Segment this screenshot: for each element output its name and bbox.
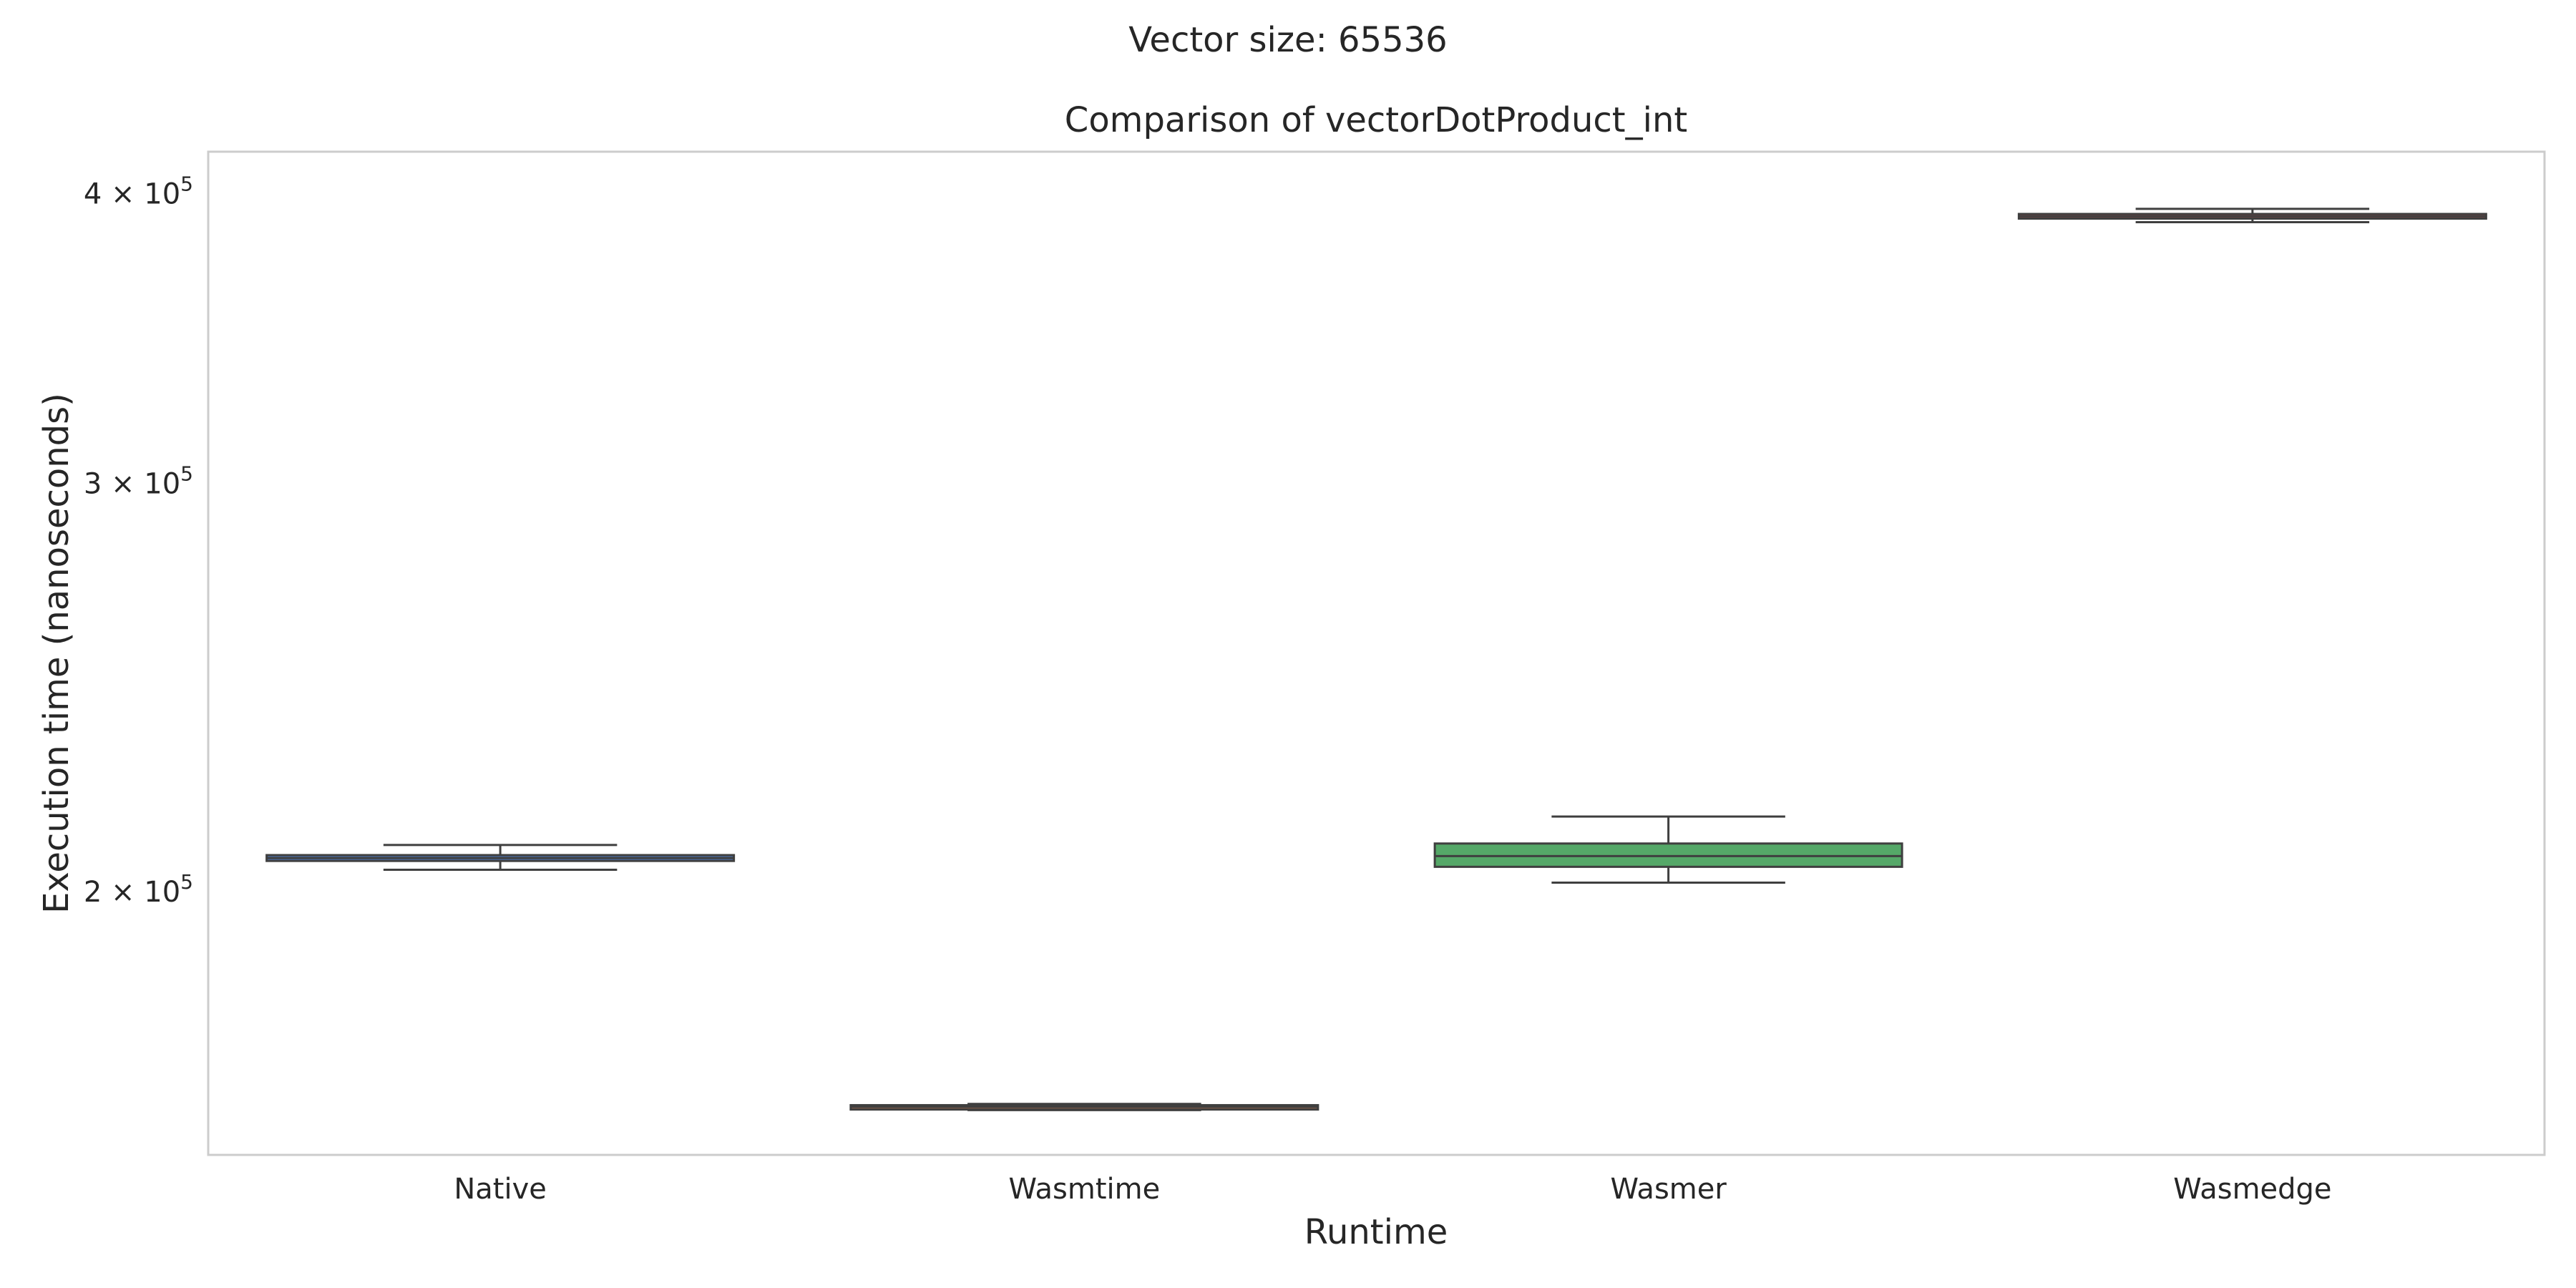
box-plots (265, 208, 2487, 1111)
x-tick-wasmtime: Wasmtime (1009, 1173, 1161, 1206)
chart-title: Comparison of vectorDotProduct_int (1065, 100, 1687, 140)
plot-area (207, 150, 2546, 1156)
y-tick-label: 4 × 105 (84, 172, 193, 211)
y-tick-label: 2 × 105 (84, 870, 193, 909)
x-axis-label: Runtime (1304, 1212, 1448, 1252)
x-tick-wasmer: Wasmer (1610, 1173, 1727, 1206)
box-wasmedge (2017, 208, 2487, 224)
y-tick-label: 3 × 105 (84, 462, 193, 500)
x-tick-wasmedge: Wasmedge (2173, 1173, 2331, 1206)
x-tick-labels: Native Wasmtime Wasmer Wasmedge (454, 1173, 2331, 1206)
box-wasmer (1433, 815, 1903, 884)
x-tick-native: Native (454, 1173, 547, 1206)
y-tick-labels: 2 × 105 3 × 105 4 × 105 (84, 172, 193, 909)
box-native (265, 844, 736, 872)
box-wasmtime (849, 1103, 1319, 1111)
figure-suptitle: Vector size: 65536 (1128, 20, 1447, 60)
y-axis-label: Execution time (nanoseconds) (36, 393, 77, 914)
